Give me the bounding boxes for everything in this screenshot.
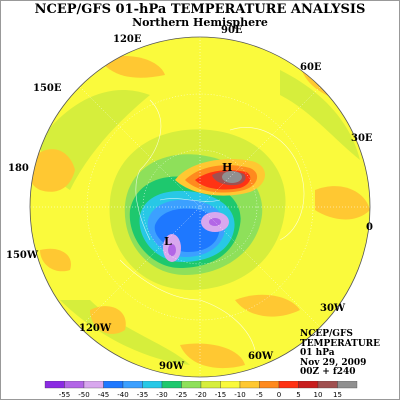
- lon-label-120w: 120W: [79, 323, 112, 334]
- info-forecast-time: 00Z + f240: [300, 367, 356, 377]
- low-pressure-label: L: [164, 235, 172, 248]
- colorbar: -55 -50 -45 -40 -35 -30 -25 -20 -15 -10 -5 0 5 10 15: [44, 381, 358, 399]
- colorbar-tick-label: 10: [314, 391, 323, 399]
- colorbar-swatch: [298, 381, 319, 389]
- colorbar-tick-label: 5: [296, 391, 300, 399]
- colorbar-swatches: [44, 381, 358, 389]
- colorbar-swatch: [259, 381, 280, 389]
- colorbar-swatch: [220, 381, 241, 389]
- map-border: [29, 36, 371, 378]
- page-title: NCEP/GFS 01-hPa TEMPERATURE ANALYSIS: [34, 2, 366, 17]
- colorbar-swatch: [83, 381, 104, 389]
- colorbar-tick-label: 15: [333, 391, 342, 399]
- colorbar-tick-label: -25: [176, 391, 187, 399]
- info-block: NCEP/GFS TEMPERATURE 01 hPa Nov 29, 2009…: [300, 329, 400, 378]
- colorbar-tick-label: -35: [137, 391, 148, 399]
- colorbar-tick-label: -55: [59, 391, 70, 399]
- page-subtitle: Northern Hemisphere: [132, 16, 268, 29]
- info-date: Nov 29, 2009: [300, 357, 367, 368]
- lon-label-30e: 30E: [351, 133, 373, 144]
- colorbar-tick-label: -40: [117, 391, 128, 399]
- lon-label-0: 0: [366, 222, 373, 233]
- lon-label-30w: 30W: [320, 303, 346, 314]
- colorbar-swatch: [142, 381, 163, 389]
- colorbar-swatch: [239, 381, 260, 389]
- colorbar-tick-label: -30: [156, 391, 167, 399]
- high-pressure-label: H: [222, 161, 232, 174]
- lon-label-150e: 150E: [33, 83, 62, 94]
- info-source: NCEP/GFS: [300, 329, 353, 339]
- lon-label-120e: 120E: [113, 34, 142, 45]
- colorbar-ticks: -55 -50 -45 -40 -35 -30 -25 -20 -15 -10 -5 0 5 10 15: [59, 391, 342, 399]
- colorbar-tick-label: 0: [277, 391, 281, 399]
- colorbar-tick-label: -20: [195, 391, 206, 399]
- colorbar-tick-label: -5: [256, 391, 263, 399]
- info-level: 01 hPa: [300, 348, 335, 358]
- colorbar-swatch: [122, 381, 143, 389]
- colorbar-swatch: [337, 381, 358, 389]
- lon-label-150w: 150W: [6, 250, 39, 261]
- colorbar-swatch: [278, 381, 299, 389]
- graticule: [30, 37, 370, 377]
- colorbar-swatch: [64, 381, 85, 389]
- colorbar-swatch: [200, 381, 221, 389]
- colorbar-swatch: [161, 381, 182, 389]
- colorbar-tick-label: -45: [98, 391, 109, 399]
- lon-label-60e: 60E: [300, 62, 322, 73]
- info-variable: TEMPERATURE: [300, 338, 381, 349]
- lon-label-90w: 90W: [159, 361, 185, 372]
- lon-label-60w: 60W: [248, 351, 274, 362]
- colorbar-tick-label: -10: [234, 391, 245, 399]
- coastlines: [119, 99, 305, 351]
- colorbar-tick-label: -15: [215, 391, 226, 399]
- colorbar-swatch: [181, 381, 202, 389]
- colorbar-swatch: [103, 381, 124, 389]
- lon-label-180: 180: [8, 163, 29, 174]
- colorbar-swatch: [44, 381, 65, 389]
- lon-label-90e: 90E: [221, 25, 243, 36]
- colorbar-swatch: [317, 381, 338, 389]
- colorbar-tick-label: -50: [78, 391, 89, 399]
